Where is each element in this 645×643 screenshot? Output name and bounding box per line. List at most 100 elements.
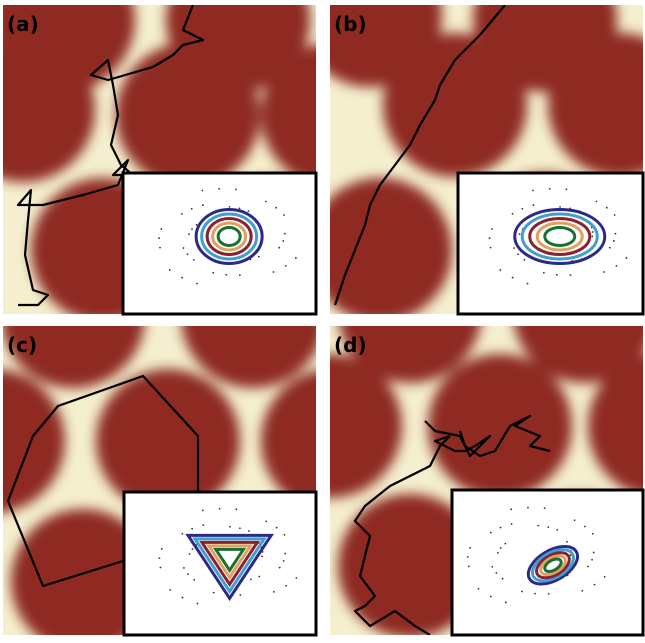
inset-dot xyxy=(532,190,534,192)
inset-dot xyxy=(258,256,260,258)
inset-dot xyxy=(201,190,203,192)
inset-dot xyxy=(248,210,250,212)
inset-dot xyxy=(159,247,161,249)
inset-dot xyxy=(523,259,525,261)
inset-dot xyxy=(511,523,513,525)
inset-dot xyxy=(284,534,286,536)
inset-dot xyxy=(275,207,277,209)
inset-dot xyxy=(549,188,551,190)
inset-dot xyxy=(489,237,491,239)
particle xyxy=(428,354,572,498)
inset-dot xyxy=(614,214,616,216)
inset-dot xyxy=(161,548,163,550)
inset-dot xyxy=(265,201,267,203)
inset-dot xyxy=(500,547,502,549)
inset-dot xyxy=(606,207,608,209)
inset-dot xyxy=(193,579,195,581)
inset-dot xyxy=(591,236,593,238)
inset-dot xyxy=(295,577,297,579)
inset-dot xyxy=(202,204,204,206)
inset-dot xyxy=(187,573,189,575)
inset-dot xyxy=(592,231,594,233)
inset-dot xyxy=(160,228,162,230)
inset-dot xyxy=(584,526,586,528)
inset-dot xyxy=(604,576,606,578)
inset-dot xyxy=(239,594,241,596)
particle xyxy=(308,178,452,322)
inset-dot xyxy=(521,208,523,210)
inset-dot xyxy=(169,589,171,591)
inset-dot xyxy=(285,265,287,267)
inset-dot xyxy=(615,233,617,235)
inset-dot xyxy=(248,530,250,532)
inset-dot xyxy=(283,560,285,562)
inset-dot xyxy=(626,257,628,259)
panel-label: (b) xyxy=(334,12,367,36)
inset-dot xyxy=(284,553,286,555)
inset-dot xyxy=(512,277,514,279)
panel-label: (c) xyxy=(7,333,37,357)
inset-dot xyxy=(159,557,161,559)
inset-dot xyxy=(556,529,558,531)
inset-dot xyxy=(594,584,596,586)
inset-dot xyxy=(188,233,190,235)
inset-dot xyxy=(517,253,519,255)
inset-dot xyxy=(510,508,512,510)
panel-label: (a) xyxy=(7,12,39,36)
inset-dot xyxy=(513,247,515,249)
inset-dot xyxy=(283,214,285,216)
inset-dot xyxy=(490,247,492,249)
inset-dot xyxy=(219,508,221,510)
inset-dot xyxy=(556,274,558,276)
inset-dot xyxy=(183,247,185,249)
inset-dot xyxy=(282,240,284,242)
inset-dot xyxy=(566,541,568,543)
inset-dot xyxy=(547,526,549,528)
inset-dot xyxy=(534,593,536,595)
panel: (b) xyxy=(298,0,645,322)
inset-dot xyxy=(490,532,492,534)
inset-dot xyxy=(202,510,204,512)
inset-dot xyxy=(609,247,611,249)
inset-dot xyxy=(478,588,480,590)
inset-dot xyxy=(213,592,215,594)
inset-dot xyxy=(566,189,568,191)
inset-dot xyxy=(497,552,499,554)
inset-dot xyxy=(285,585,287,587)
particle xyxy=(116,43,260,187)
inset-dot xyxy=(181,277,183,279)
inset-dot xyxy=(490,596,492,598)
inset-dot xyxy=(595,201,597,203)
inset-dot xyxy=(218,188,220,190)
inset-dot xyxy=(193,259,195,261)
inset-dot xyxy=(239,274,241,276)
inset-dot xyxy=(191,208,193,210)
inset-dot xyxy=(235,189,237,191)
inset-dot xyxy=(196,283,198,285)
figure: (a) (b) (c) (d) xyxy=(0,0,645,643)
inset-dot xyxy=(502,578,504,580)
inset-dot xyxy=(505,602,507,604)
inset-dot xyxy=(499,269,501,271)
particle xyxy=(383,33,527,177)
inset-dot xyxy=(284,233,286,235)
inset-dot xyxy=(521,591,523,593)
panel-label: (d) xyxy=(334,333,367,357)
inset-dot xyxy=(187,253,189,255)
inset-dot xyxy=(169,269,171,271)
inset-dot xyxy=(491,566,493,568)
inset-dot xyxy=(239,527,241,529)
inset-dot xyxy=(189,553,191,555)
inset-dot xyxy=(276,527,278,529)
inset-dot xyxy=(183,567,185,569)
inset-dot xyxy=(295,257,297,259)
inset-dot xyxy=(265,520,267,522)
inset-dot xyxy=(182,597,184,599)
inset-dot xyxy=(592,533,594,535)
inset-dot xyxy=(495,572,497,574)
inset-dot xyxy=(512,213,514,215)
inset-dot xyxy=(570,274,572,276)
inset-dot xyxy=(591,559,593,561)
inset-dot xyxy=(192,548,194,550)
inset-dot xyxy=(527,507,529,509)
